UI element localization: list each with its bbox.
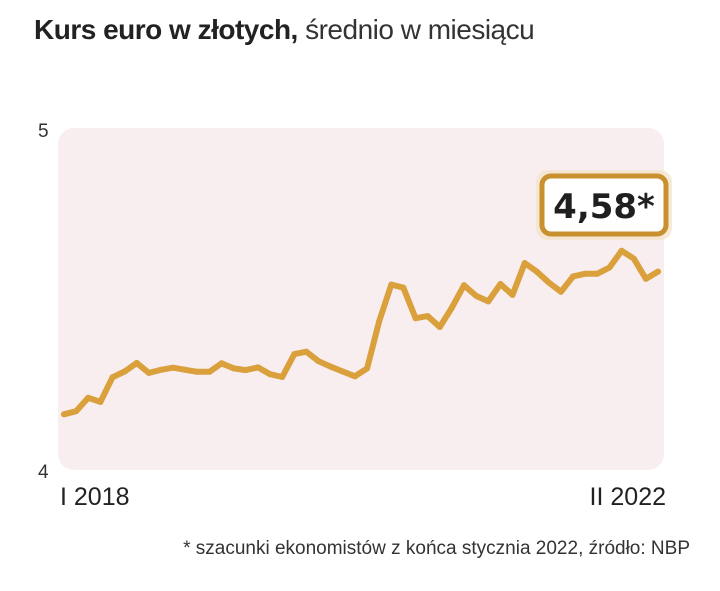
x-end-label: II 2022 [590,483,666,511]
data-point [73,408,80,415]
callout-value-label: 4,58* [553,187,655,227]
callout-box [539,173,669,237]
data-point [170,364,177,371]
data-point [242,367,249,374]
data-point [303,348,310,355]
footnote: * szacunki ekonomistów z końca stycznia … [183,538,690,559]
y-tick-label: 5 [38,121,49,142]
data-point [436,324,443,330]
data-point [594,270,601,277]
data-point [485,298,492,305]
callout-badge: 4,58* [536,170,672,240]
data-point [85,394,92,401]
data-point [400,284,407,291]
data-point [206,368,213,375]
chart-title: Kurs euro w złotych, średnio w miesiącu [34,14,535,46]
data-point [351,373,358,380]
data-point [182,366,189,373]
data-point [424,313,431,320]
data-point [388,281,395,288]
data-point [121,368,128,375]
data-point [145,369,152,376]
data-point [655,268,661,275]
data-point [255,364,261,371]
data-point [558,288,564,295]
data-point [570,273,577,280]
data-point [61,411,67,418]
data-point [364,365,371,372]
data-point [521,260,528,267]
data-point [630,255,637,262]
data-point [97,398,104,405]
data-point [533,268,540,275]
data-point [461,282,467,289]
data-point [473,292,480,299]
data-point [376,318,383,325]
chart-title-bold: Kurs euro w złotych, [34,14,298,45]
data-point [509,291,516,298]
data-points [61,247,661,418]
data-point [497,281,504,287]
x-start-label: I 2018 [60,483,130,511]
data-point [642,275,649,282]
data-point [618,247,625,254]
chart-title-light: średnio w miesiącu [305,14,535,45]
data-point [606,264,613,271]
y-tick-label: 4 [38,462,49,483]
data-point [545,279,552,286]
data-point [448,304,455,311]
data-point [339,368,346,375]
data-point [279,374,286,380]
data-point [267,371,274,378]
data-point [230,365,237,372]
data-point [291,351,298,358]
data-point [158,366,164,373]
data-point [582,270,589,277]
data-point [109,374,116,381]
data-point [315,358,322,365]
data-point [412,315,419,322]
data-point [327,363,334,370]
data-point [194,368,201,375]
plot-area [58,128,664,470]
data-point [133,360,140,366]
data-point [218,360,225,367]
